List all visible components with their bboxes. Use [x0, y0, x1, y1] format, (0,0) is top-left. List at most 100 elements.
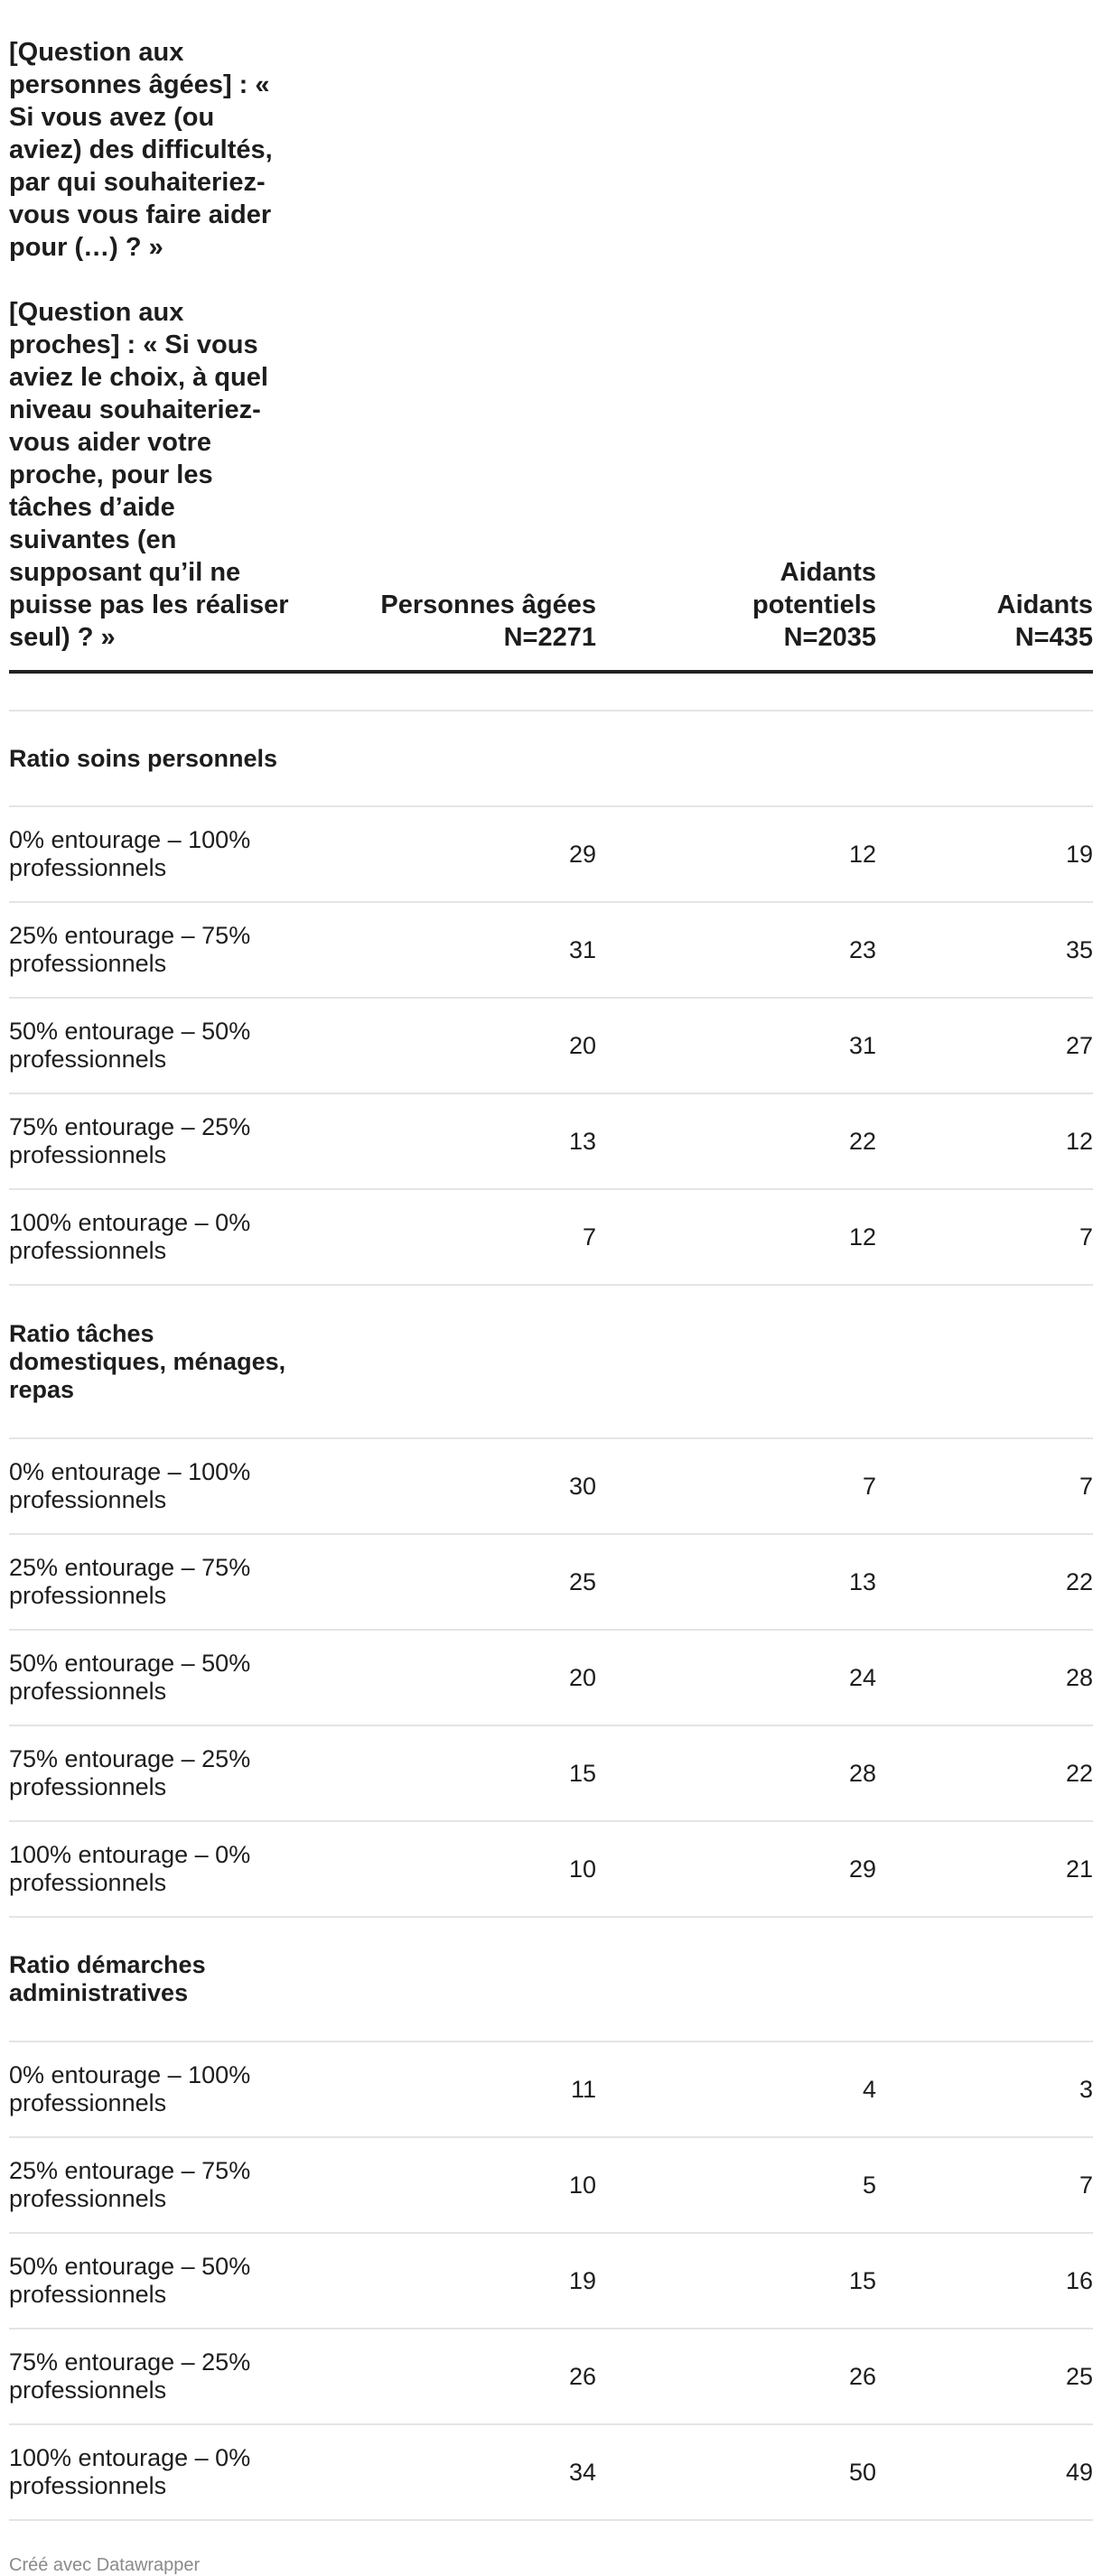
table-row: 75% entourage – 25% professionnels 15 28 22 [9, 1725, 1093, 1822]
table-header-row: [Question aux personnes âgées] : « Si vo… [9, 0, 1093, 674]
table-row: 50% entourage – 50% professionnels 20 24 28 [9, 1630, 1093, 1726]
column-header-seniors[interactable]: Personnes âgées N=2271 [289, 0, 596, 674]
column-header-potential-caregivers-title: Aidants potentiels [752, 558, 876, 619]
row-label: 75% entourage – 25% professionnels [9, 1093, 289, 1190]
question-seniors: [Question aux personnes âgées] : « Si vo… [9, 38, 273, 262]
column-header-seniors-n: N=2271 [503, 623, 596, 652]
row-label: 75% entourage – 25% professionnels [9, 2329, 289, 2425]
table-row: 0% entourage – 100% professionnels 30 7 7 [9, 1438, 1093, 1535]
value-caregivers: 22 [876, 1725, 1093, 1822]
value-caregivers: 7 [876, 2137, 1093, 2234]
value-caregivers: 7 [876, 1189, 1093, 1286]
value-caregivers: 28 [876, 1630, 1093, 1726]
table-row: 100% entourage – 0% professionnels 34 50 49 [9, 2424, 1093, 2521]
group-title: Ratio tâches domestiques, ménages, repas [9, 1285, 289, 1439]
value-caregivers: 49 [876, 2424, 1093, 2521]
value-seniors: 20 [289, 1630, 596, 1726]
row-label: 75% entourage – 25% professionnels [9, 1725, 289, 1822]
value-potential-caregivers: 29 [596, 1821, 876, 1918]
table-row: 25% entourage – 75% professionnels 31 23 35 [9, 902, 1093, 999]
value-potential-caregivers: 22 [596, 1093, 876, 1190]
datawrapper-credit[interactable]: Créé avec Datawrapper [9, 2555, 201, 2575]
value-caregivers: 3 [876, 2041, 1093, 2138]
table-row: 75% entourage – 25% professionnels 13 22 12 [9, 1093, 1093, 1190]
value-caregivers: 12 [876, 1093, 1093, 1190]
value-caregivers: 25 [876, 2329, 1093, 2425]
table-row: 0% entourage – 100% professionnels 11 4 3 [9, 2041, 1093, 2138]
table-row: 75% entourage – 25% professionnels 26 26 25 [9, 2329, 1093, 2425]
row-label: 0% entourage – 100% professionnels [9, 806, 289, 903]
row-label: 0% entourage – 100% professionnels [9, 2041, 289, 2138]
row-label: 100% entourage – 0% professionnels [9, 1821, 289, 1918]
group-header-row: Ratio tâches domestiques, ménages, repas [9, 1285, 1093, 1439]
value-seniors: 7 [289, 1189, 596, 1286]
value-seniors: 29 [289, 806, 596, 903]
value-potential-caregivers: 31 [596, 998, 876, 1094]
column-header-caregivers-title: Aidants [996, 591, 1093, 619]
value-seniors: 13 [289, 1093, 596, 1190]
value-potential-caregivers: 50 [596, 2424, 876, 2521]
value-potential-caregivers: 24 [596, 1630, 876, 1726]
value-seniors: 26 [289, 2329, 596, 2425]
group-header-row: Ratio démarches administratives [9, 1917, 1093, 2042]
value-seniors: 20 [289, 998, 596, 1094]
value-potential-caregivers: 26 [596, 2329, 876, 2425]
group-empty-cell [596, 711, 876, 807]
value-caregivers: 21 [876, 1821, 1093, 1918]
value-seniors: 19 [289, 2233, 596, 2330]
value-potential-caregivers: 23 [596, 902, 876, 999]
row-label: 0% entourage – 100% professionnels [9, 1438, 289, 1535]
value-seniors: 25 [289, 1534, 596, 1631]
value-caregivers: 16 [876, 2233, 1093, 2330]
value-potential-caregivers: 28 [596, 1725, 876, 1822]
column-header-caregivers[interactable]: Aidants N=435 [876, 0, 1093, 674]
column-header-potential-caregivers[interactable]: Aidants potentiels N=2035 [596, 0, 876, 674]
group-empty-cell [596, 1917, 876, 2042]
table-row: 25% entourage – 75% professionnels 10 5 7 [9, 2137, 1093, 2234]
row-label: 50% entourage – 50% professionnels [9, 2233, 289, 2330]
group-title: Ratio démarches administratives [9, 1917, 289, 2042]
group-header-row: Ratio soins personnels [9, 711, 1093, 807]
value-potential-caregivers: 12 [596, 1189, 876, 1286]
group-title: Ratio soins personnels [9, 711, 289, 807]
value-seniors: 15 [289, 1725, 596, 1822]
row-label: 100% entourage – 0% professionnels [9, 1189, 289, 1286]
header-spacer-row [9, 672, 1093, 711]
question-relatives: [Question aux proches] : « Si vous aviez… [9, 298, 289, 652]
table-row: 0% entourage – 100% professionnels 29 12 19 [9, 806, 1093, 903]
group-empty-cell [289, 1917, 596, 2042]
row-label: 25% entourage – 75% professionnels [9, 2137, 289, 2234]
row-label: 100% entourage – 0% professionnels [9, 2424, 289, 2521]
column-header-potential-caregivers-n: N=2035 [783, 623, 876, 652]
row-label: 25% entourage – 75% professionnels [9, 1534, 289, 1631]
value-seniors: 30 [289, 1438, 596, 1535]
value-seniors: 34 [289, 2424, 596, 2521]
table-row: 100% entourage – 0% professionnels 7 12 7 [9, 1189, 1093, 1286]
value-caregivers: 27 [876, 998, 1093, 1094]
table-row: 50% entourage – 50% professionnels 19 15 16 [9, 2233, 1093, 2330]
table-row: 50% entourage – 50% professionnels 20 31 27 [9, 998, 1093, 1094]
group-empty-cell [596, 1285, 876, 1439]
value-potential-caregivers: 5 [596, 2137, 876, 2234]
value-caregivers: 35 [876, 902, 1093, 999]
data-table: [Question aux personnes âgées] : « Si vo… [9, 0, 1093, 2521]
value-seniors: 10 [289, 1821, 596, 1918]
group-empty-cell [876, 711, 1093, 807]
column-header-caregivers-n: N=435 [1014, 623, 1093, 652]
table-body: Ratio soins personnels 0% entourage – 100… [9, 672, 1093, 2521]
group-empty-cell [289, 1285, 596, 1439]
value-potential-caregivers: 7 [596, 1438, 876, 1535]
value-potential-caregivers: 15 [596, 2233, 876, 2330]
row-label: 50% entourage – 50% professionnels [9, 998, 289, 1094]
group-empty-cell [876, 1285, 1093, 1439]
value-seniors: 31 [289, 902, 596, 999]
group-empty-cell [289, 711, 596, 807]
value-caregivers: 7 [876, 1438, 1093, 1535]
value-potential-caregivers: 4 [596, 2041, 876, 2138]
row-label: 25% entourage – 75% professionnels [9, 902, 289, 999]
row-label: 50% entourage – 50% professionnels [9, 1630, 289, 1726]
question-header: [Question aux personnes âgées] : « Si vo… [9, 0, 289, 674]
group-empty-cell [876, 1917, 1093, 2042]
value-potential-caregivers: 12 [596, 806, 876, 903]
value-seniors: 11 [289, 2041, 596, 2138]
